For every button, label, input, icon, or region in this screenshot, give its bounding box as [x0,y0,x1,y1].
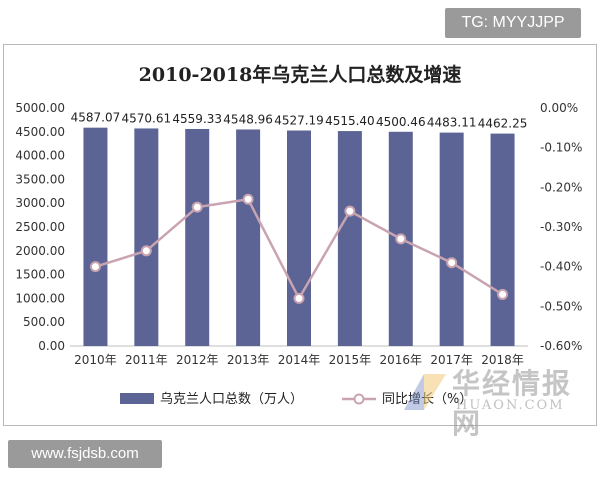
population-bar [185,128,210,346]
x-axis-tick-label: 2015年 [329,353,372,367]
right-axis-tick-label: 0.00% [540,101,578,115]
left-axis-tick-label: 1500.00 [15,268,65,282]
huaon-watermark: 华经情报网 HUAON.COM [400,360,590,440]
left-axis-tick-label: 4000.00 [15,149,65,163]
left-axis-tick-label: 3500.00 [15,172,65,186]
legend-line-marker [353,393,365,405]
population-bar-label: 4462.25 [478,117,528,131]
x-axis-tick-label: 2017年 [430,353,473,367]
left-axis-tick-label: 500.00 [23,315,65,329]
population-bar-label: 4483.11 [427,116,477,130]
population-bar-label: 4515.40 [325,114,375,128]
population-bar-label: 4570.61 [122,111,172,125]
left-axis-tick-label: 2500.00 [15,220,65,234]
population-bar [134,128,159,346]
left-axis-tick-label: 3000.00 [15,196,65,210]
x-axis-tick-label: 2014年 [278,353,321,367]
growth-point [242,193,254,205]
bars-layer [83,127,515,346]
legend-layer: 乌克兰人口总数（万人）同比增长（%） [120,391,472,407]
watermark-en-text: HUAON.COM [456,398,565,413]
population-bar [490,133,515,346]
huaon-logo-icon [404,374,446,410]
right-axis-tick-label: -0.20% [540,180,582,194]
growth-point [446,257,458,269]
growth-point [89,261,101,273]
left-axis-tick-label: 1000.00 [15,291,65,305]
left-axis-tick-label: 5000.00 [15,101,65,115]
growth-point [497,288,509,300]
legend-bar-label: 乌克兰人口总数（万人） [160,391,303,407]
left-axis-tick-label: 2000.00 [15,244,65,258]
right-axis-tick-label: -0.40% [540,260,582,274]
line-layer [89,193,509,304]
right-axis-tick-label: -0.60% [540,339,582,353]
population-bar-label: 4527.19 [274,114,324,128]
population-bar-label: 4548.96 [223,112,273,126]
population-bar [236,129,261,346]
population-bar-label: 4500.46 [376,115,426,129]
population-bar [439,132,464,346]
chart-title: 2010-2018年乌克兰人口总数及增速 [138,64,462,86]
left-axis-tick-label: 4500.00 [15,125,65,139]
x-axis-tick-label: 2016年 [380,353,423,367]
x-axis-tick-label: 2012年 [176,353,219,367]
population-bar-label: 4559.33 [172,112,222,126]
population-bar [287,130,311,346]
legend-bar-swatch [120,393,154,404]
population-bar-label: 4587.07 [71,111,121,125]
left-axis-tick-label: 0.00 [38,339,65,353]
growth-point [344,205,356,217]
right-axis-tick-label: -0.10% [540,141,582,155]
growth-point [395,233,407,245]
bar-labels-layer: 4587.07 4570.61 4559.33 4548.96 4527.19 4515.… [71,111,528,131]
population-bar [337,131,362,346]
growth-point [293,292,305,304]
x-axis-tick-label: 2013年 [227,353,270,367]
tg-badge: TG: MYYJJPP [445,8,581,38]
ticks-layer: 0.00 500.00 1000.00 1500.00 2000.00 2500.00 30… [15,101,582,367]
right-axis-tick-label: -0.50% [540,299,582,313]
fsjdsb-badge: www.fsjdsb.com [8,440,162,468]
x-axis-tick-label: 2011年 [125,353,168,367]
watermark-cn-text: 华经情报网 [452,367,573,440]
population-bar [83,127,108,346]
x-axis-tick-label: 2018年 [481,353,524,367]
right-axis-tick-label: -0.30% [540,220,582,234]
x-axis-tick-label: 2010年 [74,353,117,367]
growth-point [140,245,152,257]
growth-point [191,201,203,213]
